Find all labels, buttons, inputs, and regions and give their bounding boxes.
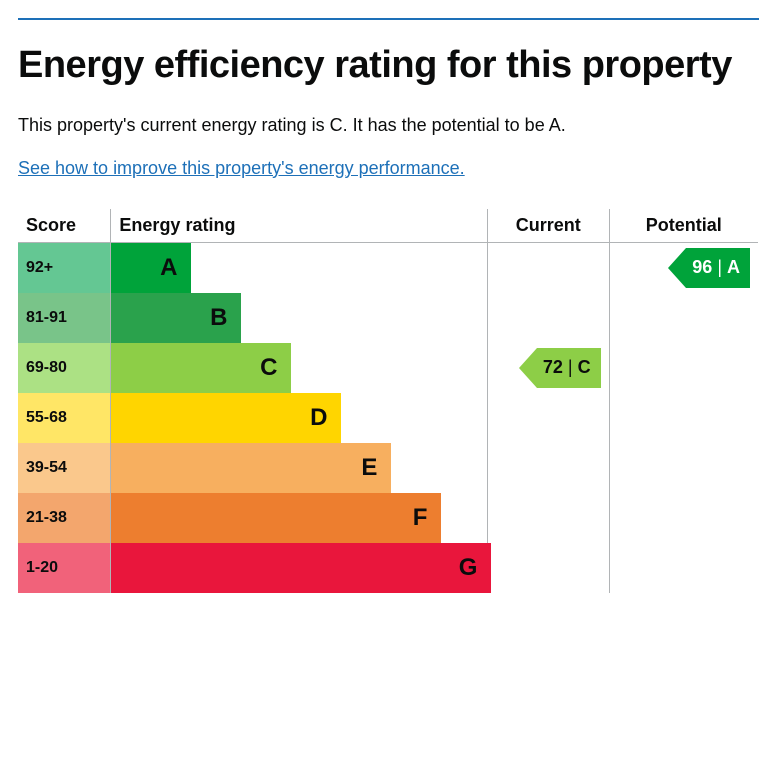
score-label: 39-54 [18, 443, 110, 493]
pointer-arrow-icon [668, 248, 686, 288]
score-label: 55-68 [18, 393, 110, 443]
rating-bar-e: E [111, 443, 391, 493]
pointer-separator: | [717, 257, 722, 278]
rating-row-c: 69-80C72|C [18, 343, 758, 393]
rating-row-b: 81-91B [18, 293, 758, 343]
current-pointer: 72|C [519, 348, 601, 388]
pointer-value: 72 [543, 357, 563, 378]
pointer-arrow-icon [519, 348, 537, 388]
rating-bar-b: B [111, 293, 241, 343]
rating-bar-a: A [111, 243, 191, 293]
rating-bar-g: G [111, 543, 491, 593]
pointer-separator: | [568, 357, 573, 378]
rating-row-e: 39-54E [18, 443, 758, 493]
potential-pointer: 96|A [668, 248, 750, 288]
rating-bar-f: F [111, 493, 441, 543]
score-label: 1-20 [18, 543, 110, 593]
rating-row-g: 1-20G [18, 543, 758, 593]
pointer-body: 72|C [537, 348, 601, 388]
page-title: Energy efficiency rating for this proper… [18, 45, 759, 87]
score-label: 92+ [18, 243, 110, 293]
rating-bar-c: C [111, 343, 291, 393]
energy-rating-chart: Score Energy rating Current Potential 92… [18, 209, 758, 593]
pointer-body: 96|A [686, 248, 750, 288]
rating-row-f: 21-38F [18, 493, 758, 543]
score-label: 69-80 [18, 343, 110, 393]
pointer-letter: A [727, 257, 740, 278]
header-score: Score [18, 209, 111, 243]
pointer-letter: C [578, 357, 591, 378]
score-label: 21-38 [18, 493, 110, 543]
header-rating: Energy rating [111, 209, 488, 243]
intro-text: This property's current energy rating is… [18, 115, 759, 136]
header-potential: Potential [609, 209, 758, 243]
header-current: Current [487, 209, 609, 243]
rating-row-a: 92+A96|A [18, 242, 758, 293]
improve-link[interactable]: See how to improve this property's energ… [18, 158, 465, 179]
rating-row-d: 55-68D [18, 393, 758, 443]
pointer-value: 96 [692, 257, 712, 278]
top-rule [18, 18, 759, 20]
rating-bar-d: D [111, 393, 341, 443]
score-label: 81-91 [18, 293, 110, 343]
